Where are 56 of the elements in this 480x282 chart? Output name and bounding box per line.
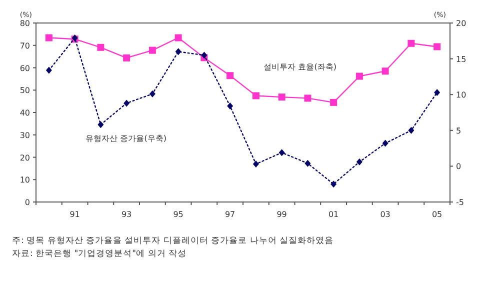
y-tick-label: 40 bbox=[20, 108, 30, 118]
point bbox=[227, 102, 234, 110]
point bbox=[201, 52, 208, 59]
point bbox=[46, 66, 52, 74]
point bbox=[434, 88, 440, 96]
y-tick-label: 70 bbox=[20, 41, 30, 50]
point bbox=[124, 100, 130, 107]
point bbox=[356, 72, 363, 80]
x-tick-label: 93 bbox=[121, 210, 132, 219]
x-tick-label: 95 bbox=[173, 210, 184, 219]
y-tick-label: 0 bbox=[24, 198, 30, 207]
text: 자료: 한국은행 "기업경영분석"에 의거 작성 bbox=[12, 249, 186, 259]
point bbox=[330, 180, 337, 188]
point bbox=[149, 90, 156, 98]
y2-tick-label: 0 bbox=[456, 162, 462, 172]
point bbox=[382, 68, 389, 75]
point bbox=[278, 94, 286, 101]
x-tick-label: 91 bbox=[70, 210, 80, 219]
x-tick-label: 99 bbox=[276, 210, 287, 219]
y-tick-label: 80 bbox=[20, 19, 30, 28]
y-tick-label: 10 bbox=[20, 176, 30, 185]
y-tick-label: 20 bbox=[20, 153, 30, 162]
point bbox=[434, 43, 441, 50]
point bbox=[98, 121, 104, 128]
y2-tick-label: 20 bbox=[456, 19, 466, 28]
point bbox=[175, 48, 182, 56]
y-tick-label: 30 bbox=[20, 130, 30, 140]
y2-tick-label: 10 bbox=[456, 90, 466, 100]
y-tick-label: 60 bbox=[20, 64, 30, 73]
point bbox=[330, 98, 338, 106]
point bbox=[252, 92, 260, 100]
point bbox=[408, 40, 415, 47]
point bbox=[304, 160, 311, 167]
point bbox=[252, 160, 259, 168]
point bbox=[304, 94, 312, 102]
text: 설비투자 효율(좌축) bbox=[264, 62, 336, 72]
x-tick-label: 05 bbox=[432, 210, 442, 219]
point bbox=[408, 126, 414, 134]
series-label: 유형자산 증가율(우축) bbox=[86, 134, 166, 144]
y2-tick-label: 5 bbox=[456, 126, 462, 136]
y2-tick-label: 15 bbox=[456, 54, 466, 64]
point bbox=[278, 149, 285, 156]
point bbox=[148, 46, 156, 54]
point bbox=[356, 158, 362, 166]
y-tick-label: 50 bbox=[20, 86, 30, 96]
point bbox=[174, 34, 182, 42]
x-tick-label: 97 bbox=[224, 210, 236, 219]
point bbox=[123, 54, 130, 62]
point bbox=[382, 140, 388, 147]
x-tick-label: 03 bbox=[380, 210, 390, 219]
text: 주: 명목 유형자산 증가율을 설비투자 디플레이터 증가율로 나누어 실질화하였음 bbox=[12, 236, 334, 246]
x-tick-label: 01 bbox=[328, 210, 339, 219]
point bbox=[45, 34, 52, 42]
point bbox=[97, 44, 104, 51]
point bbox=[226, 72, 234, 80]
y2-tick-label: -5 bbox=[456, 198, 464, 207]
